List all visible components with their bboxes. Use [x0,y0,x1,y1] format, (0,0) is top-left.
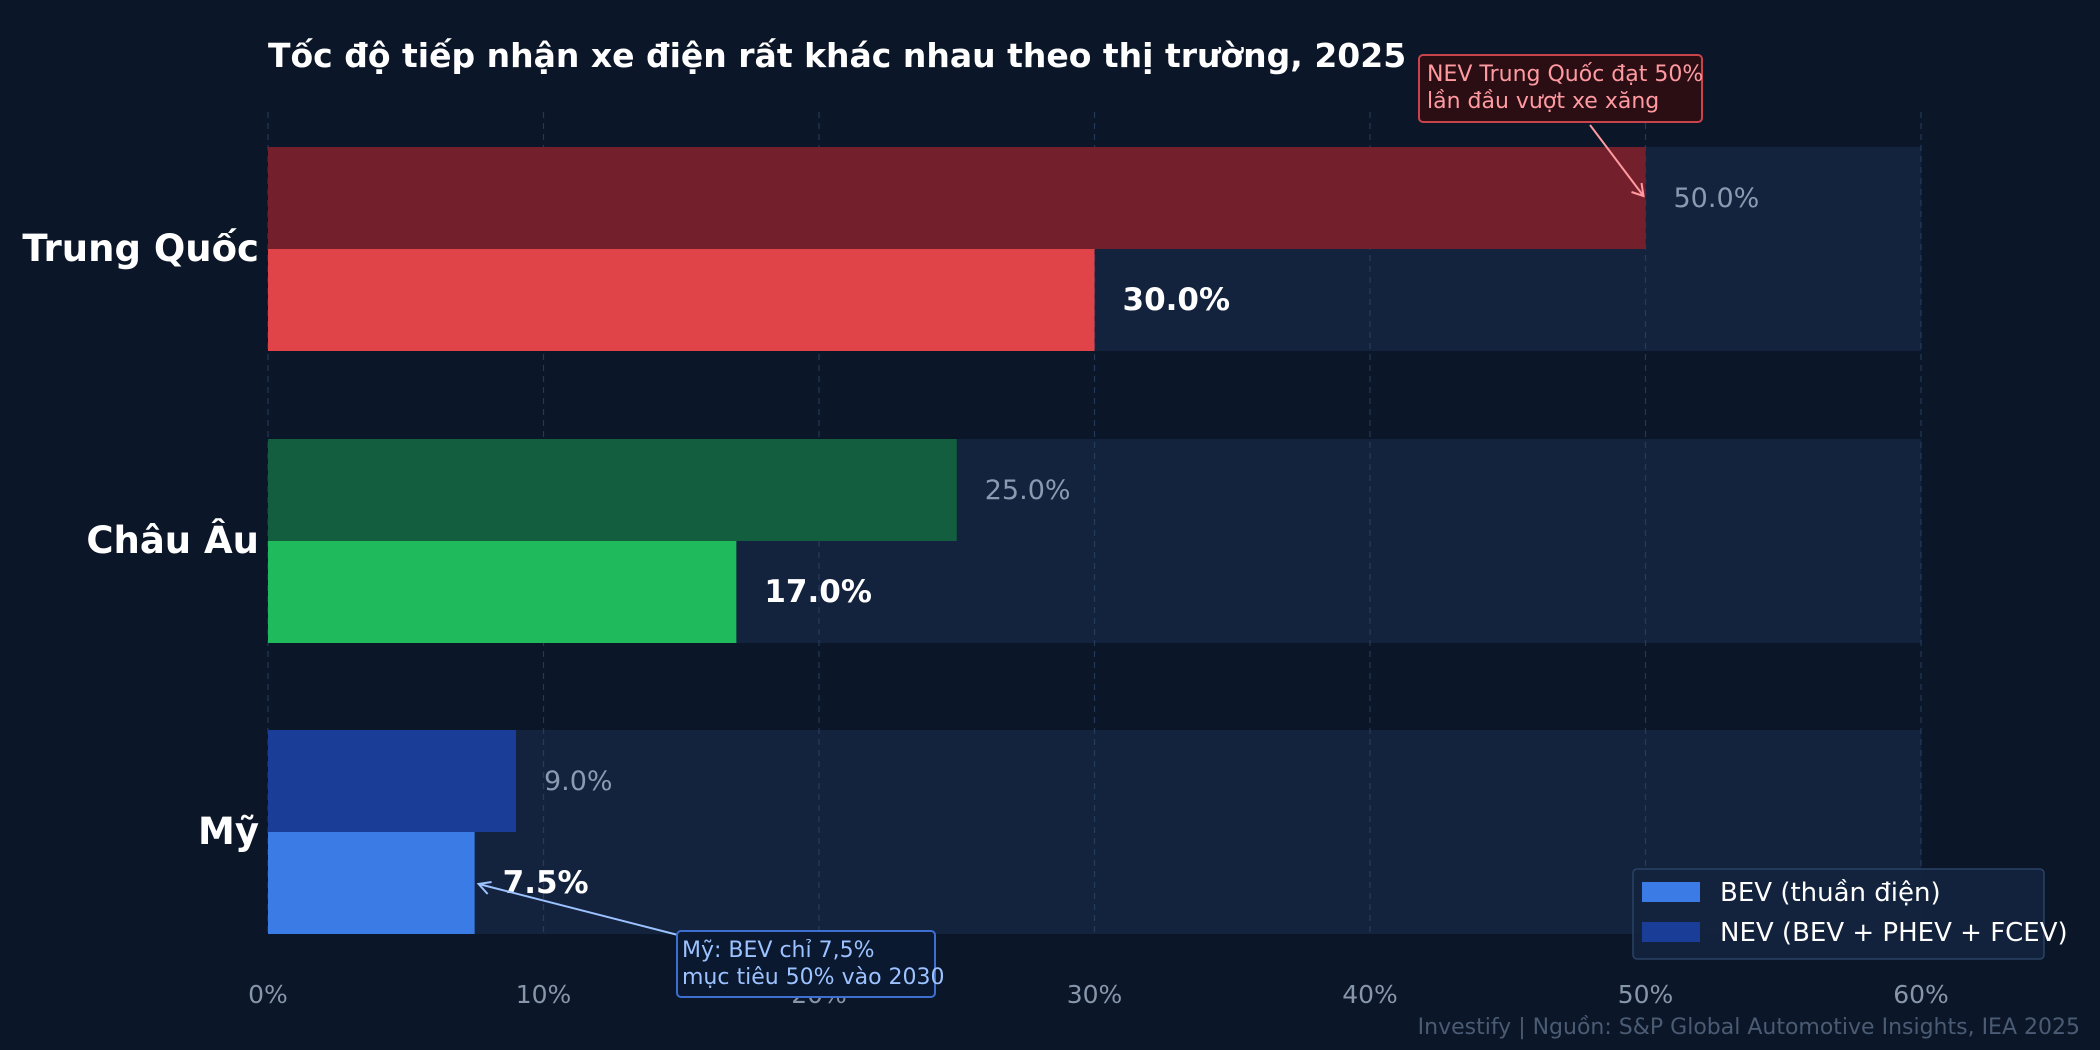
value-label-nev: 25.0% [985,475,1071,506]
legend-label: NEV (BEV + PHEV + FCEV) [1720,918,2068,948]
x-tick-label: 10% [516,980,572,1009]
bar-bev [268,832,475,934]
bar-nev [268,730,516,832]
annotation-text: Mỹ: BEV chỉ 7,5% [682,938,874,963]
annotation-arrow [1589,124,1645,197]
annotation-text: lần đầu vượt xe xăng [1427,89,1659,114]
bar-nev [268,147,1646,249]
annotation-text: NEV Trung Quốc đạt 50% [1427,62,1703,87]
x-tick-label: 0% [248,980,288,1009]
category-label: Châu Âu [86,518,259,562]
annotation-box [676,930,936,998]
annotation-text: mục tiêu 50% vào 2030 [682,965,945,990]
annotation-arrowhead [476,881,492,895]
value-label-bev: 17.0% [764,574,872,610]
value-label-nev: 9.0% [544,766,613,797]
x-tick-label: 60% [1893,980,1949,1009]
value-label-bev: 7.5% [503,865,589,901]
annotation-arrow [478,883,679,936]
value-label-bev: 30.0% [1123,282,1231,318]
x-tick-label: 40% [1342,980,1398,1009]
bar-bev [268,541,737,643]
bar-bev [268,249,1095,351]
x-tick-label: 50% [1618,980,1674,1009]
category-label: Mỹ [198,810,259,853]
source-note: Investify | Nguồn: S&P Global Automotive… [1418,1015,2080,1040]
annotation-box [1418,54,1703,123]
bar-nev [268,439,957,541]
legend-swatch [1642,922,1700,942]
category-label: Trung Quốc [22,227,259,270]
annotation-arrowhead [1631,182,1645,198]
legend-box [1632,868,2045,960]
legend-swatch [1642,882,1700,902]
legend-label: BEV (thuần điện) [1720,878,1941,908]
value-label-nev: 50.0% [1674,183,1760,214]
chart-title: Tốc độ tiếp nhận xe điện rất khác nhau t… [268,36,1406,75]
x-tick-label: 30% [1067,980,1123,1009]
